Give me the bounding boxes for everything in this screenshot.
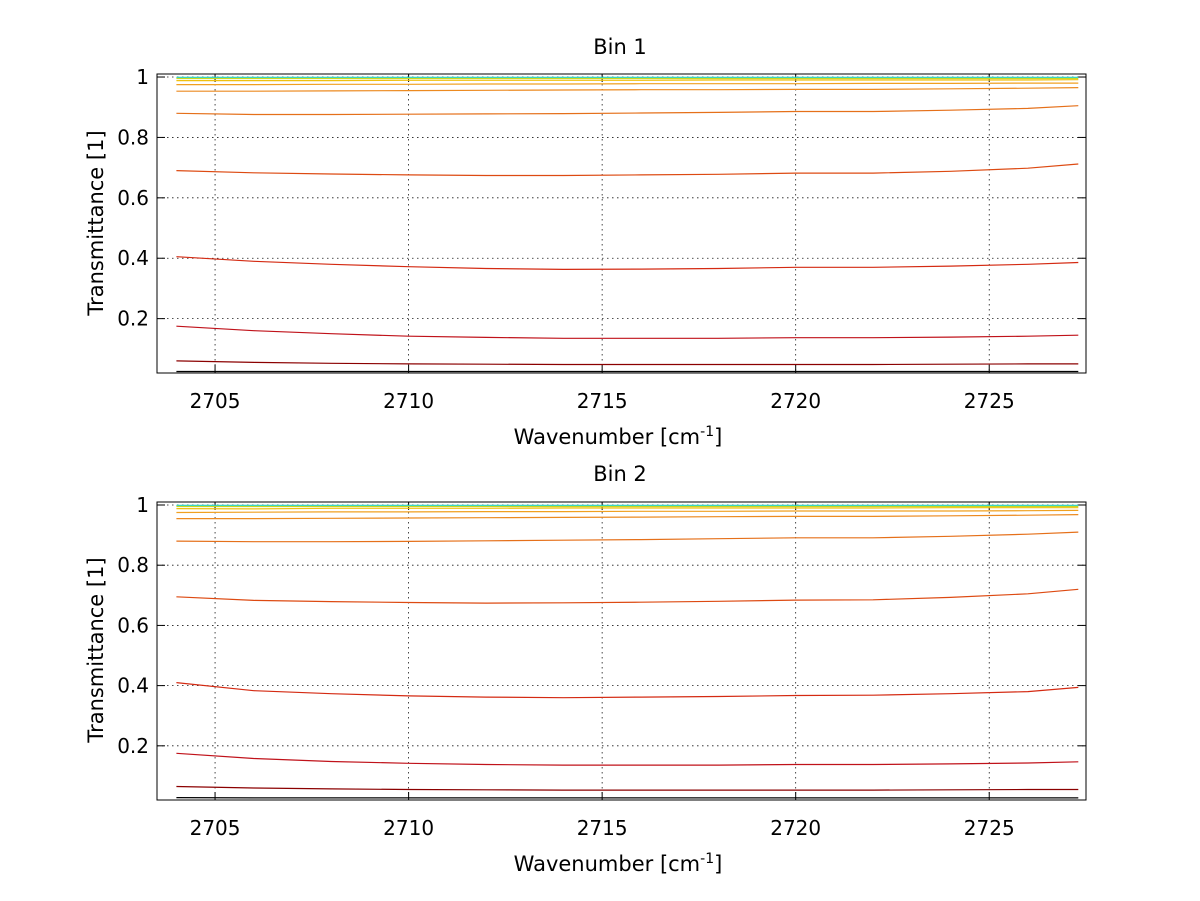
x-tick-labels: 2705 2710 2715 2720 2725	[190, 389, 1015, 413]
series-line-9	[176, 507, 1079, 510]
series-line-3	[176, 325, 1079, 339]
y-tick-labels: 0.2 0.4 0.6 0.8 1	[117, 493, 149, 758]
x-tick-labels: 2705 2710 2715 2720 2725	[190, 816, 1015, 840]
series-line-7	[176, 514, 1079, 520]
series-line-8	[176, 82, 1079, 86]
series-line-6	[176, 105, 1079, 116]
y-tick-label: 0.4	[117, 674, 149, 698]
y-tick-label: 0.6	[117, 613, 149, 637]
series-line-6	[176, 531, 1079, 543]
x-tick-label: 2715	[577, 389, 628, 413]
chart-panel-2: Bin 2 2705 2710 2715 2720 2725 0.2 0.4 0.6 0.8 1…	[84, 462, 1087, 876]
plot-area-frame	[156, 501, 1087, 801]
grid-lines	[157, 502, 1086, 800]
series-group	[176, 76, 1079, 373]
y-tick-label: 1	[136, 65, 149, 89]
y-tick-label: 0.8	[117, 553, 149, 577]
x-tick-label: 2705	[190, 816, 241, 840]
x-tick-label: 2725	[964, 816, 1015, 840]
series-line-7	[176, 87, 1079, 92]
y-axis-label: Transmittance [1]	[84, 557, 108, 743]
series-line-5	[176, 588, 1079, 604]
x-tick-label: 2705	[190, 389, 241, 413]
x-tick-label: 2725	[964, 389, 1015, 413]
series-line-2	[176, 785, 1079, 791]
x-tick-label: 2710	[383, 389, 434, 413]
x-tick-label: 2710	[383, 816, 434, 840]
x-tick-label: 2715	[577, 816, 628, 840]
x-tick-label: 2720	[770, 816, 821, 840]
x-axis-label: Wavenumber [cm-1]	[514, 851, 723, 876]
y-tick-label: 0.4	[117, 246, 149, 270]
plot-area-frame	[156, 73, 1087, 374]
series-line-4	[176, 256, 1079, 271]
y-tick-label: 0.2	[117, 734, 149, 758]
series-line-9	[176, 79, 1079, 82]
y-tick-label: 1	[136, 493, 149, 517]
chart-panel-1: Bin 1 2705 2710 2715 2720 2725 0.2 0.4 0.6 0.8 1…	[84, 35, 1087, 449]
series-line-3	[176, 752, 1079, 766]
x-tick-label: 2720	[770, 389, 821, 413]
y-axis-label: Transmittance [1]	[84, 130, 108, 316]
series-line-4	[176, 682, 1079, 699]
y-tick-label: 0.6	[117, 186, 149, 210]
chart-title: Bin 2	[593, 462, 647, 486]
x-axis-label: Wavenumber [cm-1]	[514, 424, 723, 449]
series-line-2	[176, 360, 1079, 366]
series-group	[176, 504, 1079, 799]
series-line-5	[176, 163, 1079, 177]
y-tick-label: 0.8	[117, 125, 149, 149]
chart-title: Bin 1	[593, 35, 647, 59]
y-tick-label: 0.2	[117, 307, 149, 331]
series-line-8	[176, 509, 1079, 514]
y-tick-labels: 0.2 0.4 0.6 0.8 1	[117, 65, 149, 331]
